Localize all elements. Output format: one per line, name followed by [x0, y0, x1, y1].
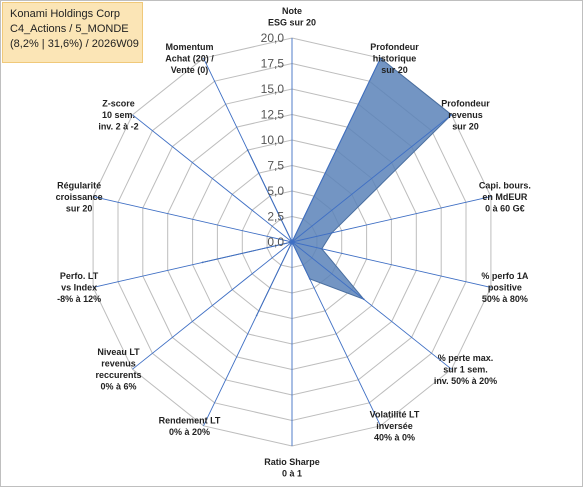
axis-label: ESG sur 20	[268, 18, 316, 28]
tick-label: 7,5	[267, 159, 284, 173]
axis-label: positive	[488, 283, 522, 293]
axis-label: Rendement LT	[159, 415, 221, 425]
axis-label: Ratio Sharpe	[264, 457, 320, 467]
tick-label: 0,0	[267, 235, 284, 249]
axis-label: revenus	[448, 110, 483, 120]
axis-label: vs Index	[61, 283, 97, 293]
axis-label: Note	[282, 6, 302, 16]
axis-label: 0% à 20%	[169, 427, 210, 437]
axis-label: sur 20	[452, 122, 479, 132]
axis-label: Z-score	[102, 99, 135, 109]
axis-spoke	[291, 58, 381, 243]
axis-label: 50% à 80%	[482, 294, 528, 304]
axis-label: -8% à 12%	[57, 294, 101, 304]
tick-label: 10,0	[261, 133, 285, 147]
axis-label: croissance	[56, 192, 103, 202]
company-name: Konami Holdings Corp	[10, 8, 121, 20]
axis-spoke	[132, 241, 293, 370]
radar-spokes	[92, 38, 492, 446]
axis-label: sur 20	[66, 203, 93, 213]
axis-label: Perfo. LT	[60, 271, 99, 281]
axis-label: historique	[373, 54, 417, 64]
tick-label: 17,5	[261, 57, 285, 71]
axis-label: % perte max.	[438, 353, 494, 363]
axis-label: sur 1 sem.	[443, 364, 488, 374]
axis-spoke	[291, 196, 492, 243]
axis-label: revenus	[101, 359, 136, 369]
axis-label: 0 à 1	[282, 469, 302, 479]
axis-spoke	[203, 241, 293, 426]
score-period: (8,2% | 31,6%) / 2026W09	[10, 38, 139, 50]
axis-spoke	[291, 241, 492, 288]
chart-title-box: Konami Holdings Corp C4_Actions / 5_MOND…	[2, 2, 143, 63]
axis-label: Momentum	[166, 42, 214, 52]
axis-label: inversée	[376, 421, 413, 431]
radar-series	[201, 57, 453, 317]
portfolio-path: C4_Actions / 5_MONDE	[10, 23, 129, 35]
tick-label: 5,0	[267, 184, 284, 198]
axis-label: Régularité	[57, 180, 101, 190]
axis-label: 10 sem.	[102, 110, 135, 120]
tick-label: 12,5	[261, 108, 285, 122]
axis-label: inv. 2 à -2	[98, 122, 138, 132]
axis-label: Volatilité LT	[370, 410, 420, 420]
axis-label: inv. 50% à 20%	[434, 376, 497, 386]
axis-label: Profondeur	[441, 99, 490, 109]
axis-label: 0% à 6%	[100, 382, 136, 392]
axis-spoke	[291, 114, 452, 243]
axis-label: sur 20	[381, 65, 408, 75]
axis-label: Capi. bours.	[479, 180, 531, 190]
axis-label: Achat (20) /	[165, 54, 214, 64]
axis-label: Vente (0)	[171, 65, 209, 75]
axis-spoke	[92, 196, 293, 243]
axis-label: % perfo 1A	[481, 271, 529, 281]
tick-label: 15,0	[261, 82, 285, 96]
axis-label: en MdEUR	[482, 192, 528, 202]
axis-label: 0 à 60 G€	[485, 203, 525, 213]
axis-spoke	[92, 241, 293, 288]
axis-label: 40% à 0%	[374, 433, 415, 443]
axis-spoke	[291, 241, 381, 426]
tick-label: 20,0	[261, 31, 285, 45]
axis-spoke	[132, 114, 293, 243]
axis-spoke	[203, 58, 293, 243]
axis-spoke	[291, 241, 452, 370]
axis-label: reccurents	[95, 370, 141, 380]
radar-ticks: 0,0 2,5 5,0 7,5 10,0 12,5 15,0 17,5 20,0	[261, 31, 285, 249]
tick-label: 2,5	[267, 210, 284, 224]
axis-label: Niveau LT	[97, 347, 140, 357]
axis-label: Profondeur	[370, 42, 419, 52]
